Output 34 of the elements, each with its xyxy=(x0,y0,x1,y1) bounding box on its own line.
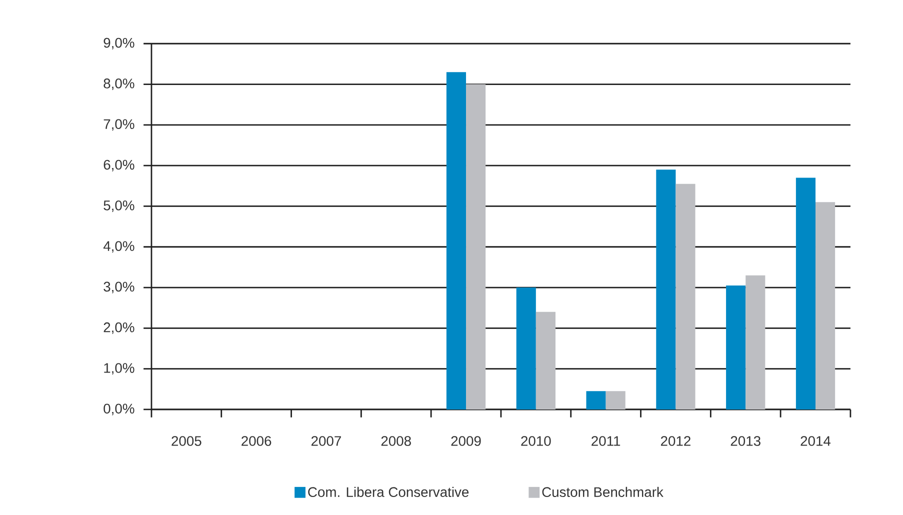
y-tick-label: 9,0% xyxy=(104,38,134,50)
y-tick-label: 0,0% xyxy=(104,404,134,416)
x-tick-label: 2008 xyxy=(381,436,411,446)
legend-label: Custom Benchmark xyxy=(542,487,664,498)
bar xyxy=(446,72,466,410)
x-tick-label: 2013 xyxy=(730,436,760,446)
bar xyxy=(746,276,766,410)
bar xyxy=(816,202,836,410)
x-tick-label: 2014 xyxy=(800,436,831,446)
x-tick-label: 2010 xyxy=(521,436,551,446)
x-tick-label: 2007 xyxy=(311,436,341,446)
bar xyxy=(536,312,556,410)
bar xyxy=(676,184,696,410)
y-tick-label: 4,0% xyxy=(103,241,134,253)
x-tick-label: 2009 xyxy=(451,436,481,446)
y-tick-label: 1,0% xyxy=(104,363,134,375)
x-tick-label: 2006 xyxy=(242,436,272,446)
x-tick-label: 2011 xyxy=(592,436,620,446)
bar xyxy=(516,288,536,410)
bar xyxy=(606,391,626,410)
bar xyxy=(466,84,486,410)
y-tick-label: 3,0% xyxy=(104,282,134,294)
bar xyxy=(726,286,746,410)
y-tick-label: 6,0% xyxy=(104,160,134,172)
y-tick-label: 2,0% xyxy=(104,322,134,334)
y-tick-label: 5,0% xyxy=(104,200,134,212)
y-tick-label: 8,0% xyxy=(104,78,134,90)
legend-label: Com. Libera Conservative xyxy=(308,487,469,498)
y-tick-label: 7,0% xyxy=(104,119,134,131)
bar xyxy=(586,391,606,410)
bar xyxy=(796,178,816,410)
bar xyxy=(656,170,676,410)
x-tick-label: 2012 xyxy=(660,436,690,446)
x-tick-label: 2005 xyxy=(172,436,202,446)
